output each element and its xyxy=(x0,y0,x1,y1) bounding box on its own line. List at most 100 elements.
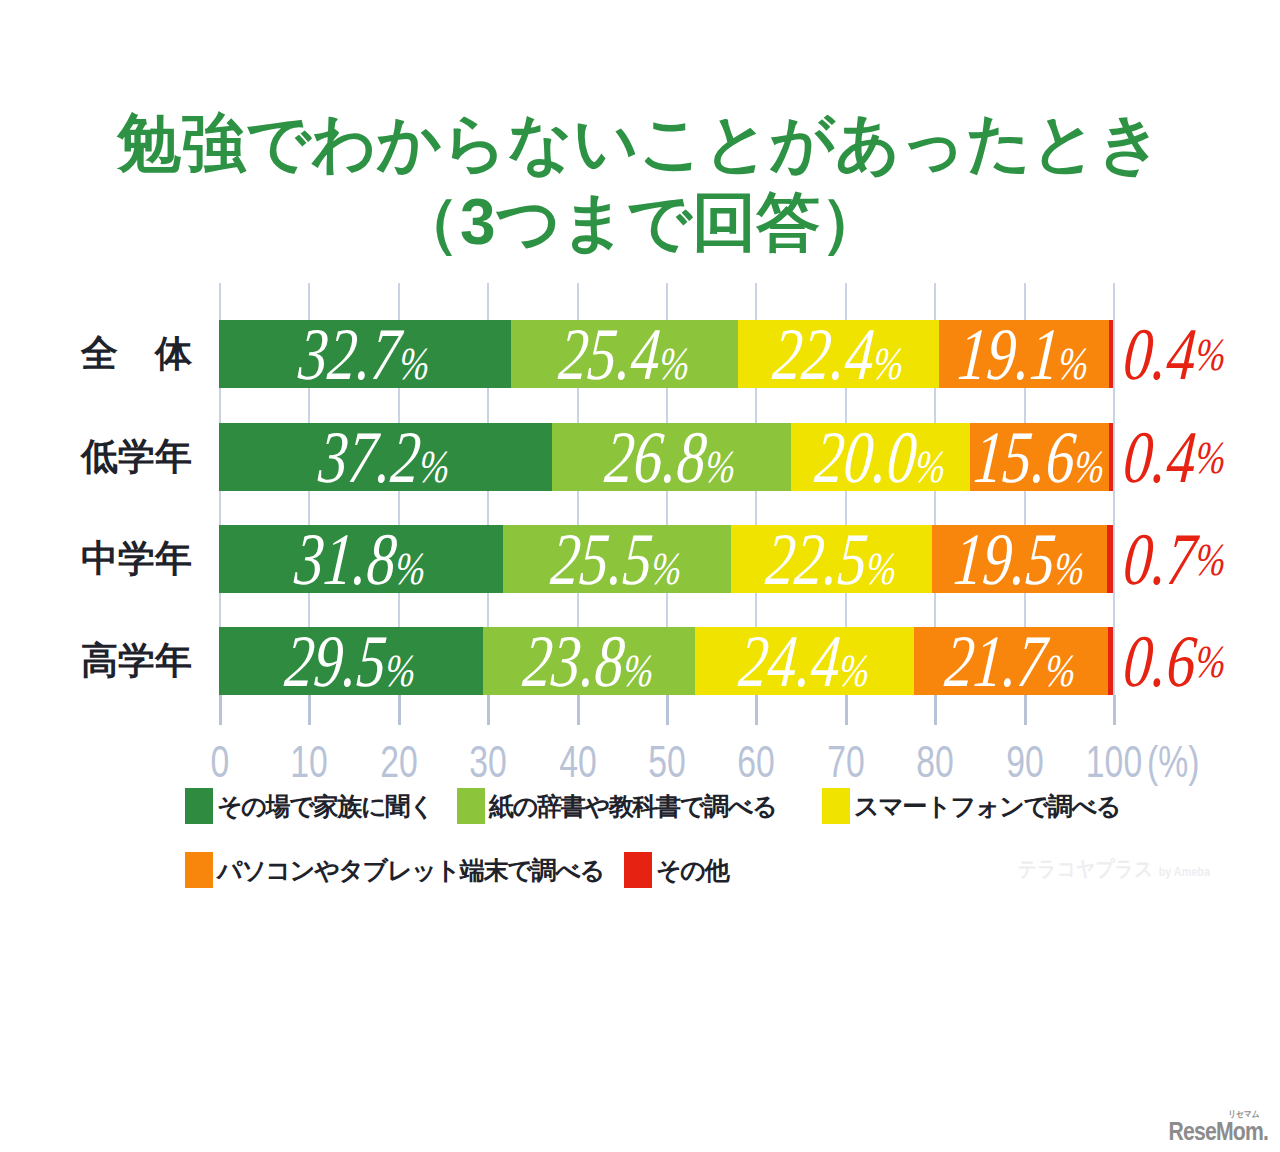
bar-segment: 22.4% xyxy=(738,320,938,388)
bar-segment: 29.5% xyxy=(219,627,483,695)
value-label: 25.4% xyxy=(556,312,694,397)
value-label: 19.1% xyxy=(955,312,1093,397)
value-label: 37.2% xyxy=(316,415,454,500)
stacked-bar: 31.8%25.5%22.5%19.5% xyxy=(219,525,1113,593)
value-label: 21.7% xyxy=(942,619,1080,704)
bar-segment: 22.5% xyxy=(731,525,932,593)
x-axis-unit: (%) xyxy=(1147,739,1217,784)
bar-segment: 20.0% xyxy=(791,423,970,491)
value-percent-sign: % xyxy=(1043,645,1077,696)
value-percent-sign: % xyxy=(650,543,684,594)
value-number: 32.7 xyxy=(296,313,404,395)
x-axis-label: 30 xyxy=(463,739,513,784)
value-percent-sign: % xyxy=(704,441,738,492)
value-label: 20.0% xyxy=(812,415,950,500)
chart-title: 勉強でわからないことがあったとき （3つまで回答） xyxy=(0,104,1280,262)
value-percent-sign: % xyxy=(1194,328,1228,381)
outside-value-label: 0.4% xyxy=(1121,423,1229,491)
x-axis-label-text: 80 xyxy=(916,739,954,784)
value-number: 0.7 xyxy=(1121,517,1200,602)
category-label: 全 体 xyxy=(81,320,192,388)
watermark: テラコヤプラス by Ameba xyxy=(1018,855,1210,883)
resemom-logo: ReseMom. リセマム xyxy=(1169,1117,1268,1146)
x-axis-label: 60 xyxy=(731,739,781,784)
value-number: 0.4 xyxy=(1121,312,1200,397)
bar-segment xyxy=(1108,627,1113,695)
chart-title-line2: （3つまで回答） xyxy=(0,183,1280,262)
legend-swatch xyxy=(624,852,652,888)
value-number: 15.6 xyxy=(971,416,1079,498)
legend-label: その場で家族に聞く xyxy=(217,790,433,823)
value-percent-sign: % xyxy=(622,645,656,696)
legend-swatch xyxy=(457,788,485,824)
x-axis-label: 50 xyxy=(642,739,692,784)
value-number: 0.4 xyxy=(1121,415,1200,500)
value-label: 24.4% xyxy=(736,619,874,704)
legend-label: 紙の辞書や教科書で調べる xyxy=(489,790,776,823)
bar-segment: 24.4% xyxy=(695,627,913,695)
value-percent-sign: % xyxy=(837,645,871,696)
value-percent-sign: % xyxy=(398,338,432,389)
legend-swatch xyxy=(185,852,213,888)
value-label: 32.7% xyxy=(296,312,434,397)
bar-segment: 26.8% xyxy=(552,423,792,491)
bar-segment: 37.2% xyxy=(219,423,552,491)
x-axis-label: 70 xyxy=(821,739,871,784)
value-number: 37.2 xyxy=(317,416,425,498)
bar-segment: 19.1% xyxy=(939,320,1110,388)
bar-segment: 23.8% xyxy=(483,627,696,695)
bar-segment xyxy=(1109,423,1113,491)
legend-label: その他 xyxy=(656,854,728,887)
value-percent-sign: % xyxy=(658,338,692,389)
value-percent-sign: % xyxy=(1194,635,1228,688)
category-label: 中学年 xyxy=(81,525,192,593)
value-label: 22.4% xyxy=(770,312,908,397)
bar-row: 全 体32.7%25.4%22.4%19.1%0.4% xyxy=(219,320,1113,388)
outside-value-label: 0.7% xyxy=(1121,525,1229,593)
x-axis-label: 100 xyxy=(1076,739,1151,784)
value-label: 19.5% xyxy=(951,517,1089,602)
value-number: 24.4 xyxy=(736,620,844,702)
x-axis-label-text: 100 xyxy=(1086,739,1142,784)
legend-label: パソコンやタブレット端末で調べる xyxy=(217,854,604,887)
x-axis-label-text: 30 xyxy=(469,739,507,784)
value-number: 25.4 xyxy=(556,313,664,395)
value-label: 25.5% xyxy=(548,517,686,602)
value-percent-sign: % xyxy=(865,543,899,594)
value-percent-sign: % xyxy=(384,645,418,696)
stacked-bar: 29.5%23.8%24.4%21.7% xyxy=(219,627,1113,695)
x-axis-label-text: 50 xyxy=(648,739,686,784)
value-percent-sign: % xyxy=(1194,431,1228,484)
bar-segment: 32.7% xyxy=(219,320,511,388)
value-label: 15.6% xyxy=(971,415,1109,500)
bar-segment: 15.6% xyxy=(970,423,1109,491)
plot-area: 0102030405060708090100(%)全 体32.7%25.4%22… xyxy=(219,283,1113,695)
x-axis-label: 10 xyxy=(284,739,334,784)
value-number: 25.5 xyxy=(548,518,656,600)
value-number: 19.1 xyxy=(955,313,1063,395)
stacked-bar: 32.7%25.4%22.4%19.1% xyxy=(219,320,1113,388)
value-number: 22.5 xyxy=(763,518,871,600)
legend-item: 紙の辞書や教科書で調べる xyxy=(457,788,776,824)
x-axis-label-text: 90 xyxy=(1006,739,1044,784)
value-label: 29.5% xyxy=(282,619,420,704)
x-axis-label: 40 xyxy=(553,739,603,784)
value-number: 23.8 xyxy=(520,620,628,702)
logo-ruby: リセマム xyxy=(1228,1108,1259,1121)
value-label: 22.5% xyxy=(763,517,901,602)
x-axis-label-text: 60 xyxy=(737,739,775,784)
x-axis-unit-text: (%) xyxy=(1147,739,1199,784)
legend-swatch xyxy=(185,788,213,824)
legend-label: スマートフォンで調べる xyxy=(854,790,1120,823)
x-axis-label: 0 xyxy=(207,739,232,784)
bar-segment: 31.8% xyxy=(219,525,503,593)
gridline xyxy=(1113,283,1115,695)
chart-title-line1: 勉強でわからないことがあったとき xyxy=(0,104,1280,183)
axis-tick xyxy=(666,695,669,725)
bar-segment xyxy=(1109,320,1113,388)
logo-text: ReseMom. xyxy=(1169,1117,1268,1145)
x-axis-label-text: 70 xyxy=(827,739,865,784)
value-number: 26.8 xyxy=(603,416,711,498)
value-number: 19.5 xyxy=(951,518,1059,600)
value-percent-sign: % xyxy=(1057,338,1091,389)
